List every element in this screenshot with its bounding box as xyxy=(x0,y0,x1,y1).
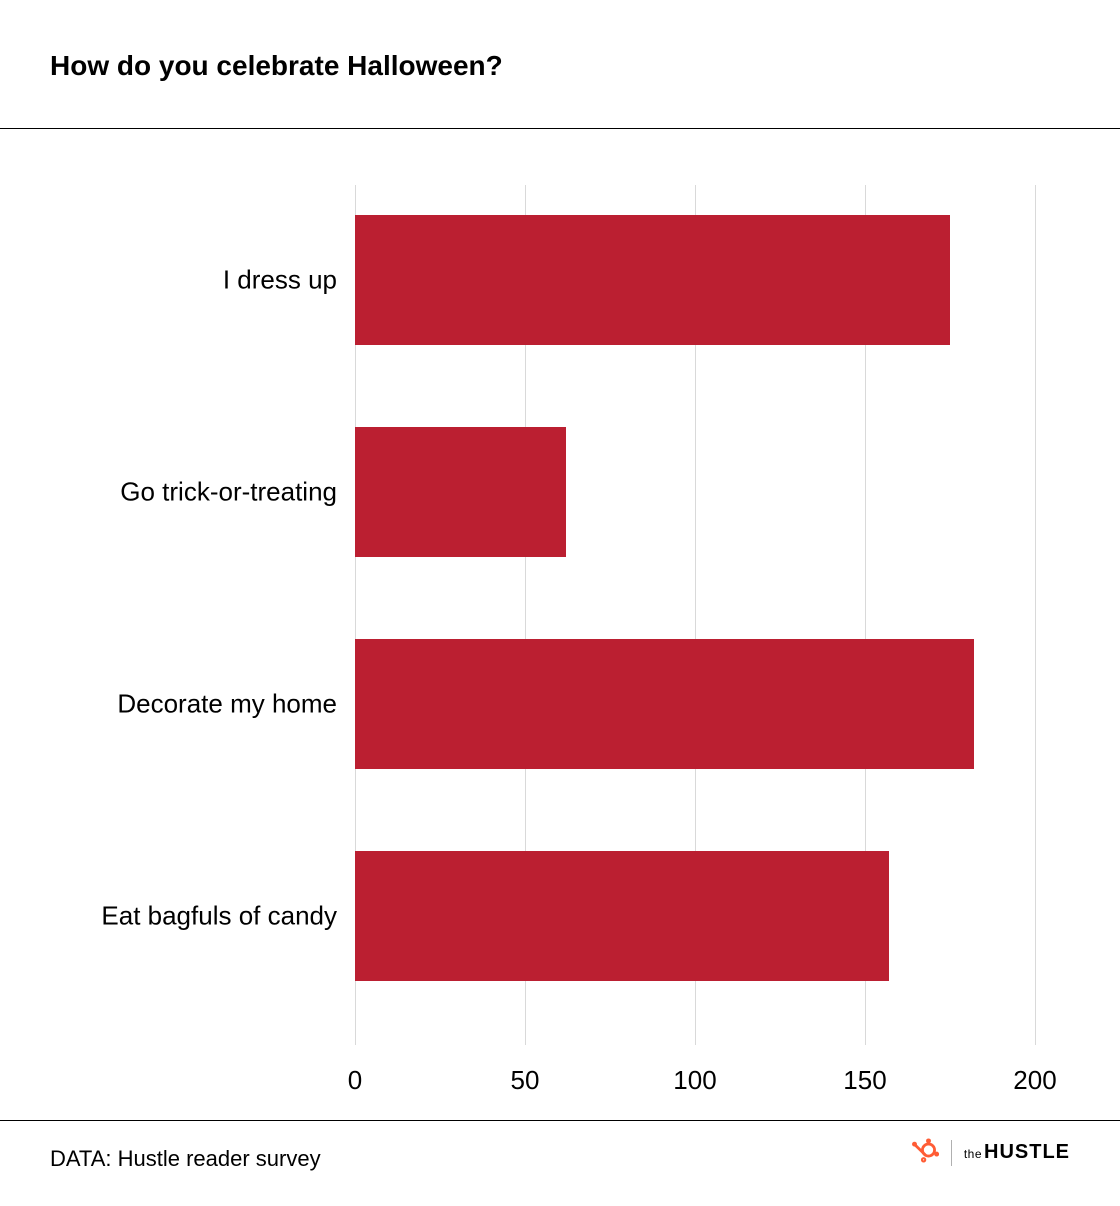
brand-text: theHUSTLE xyxy=(964,1141,1070,1164)
bar xyxy=(355,851,889,981)
hubspot-sprocket-icon xyxy=(911,1136,939,1169)
y-category-label: I dress up xyxy=(223,265,355,296)
bar xyxy=(355,215,950,345)
x-tick-label: 100 xyxy=(673,1045,716,1096)
x-tick-label: 150 xyxy=(843,1045,886,1096)
bar xyxy=(355,427,566,557)
brand-name: HUSTLE xyxy=(984,1141,1070,1163)
bar xyxy=(355,639,974,769)
divider-bottom xyxy=(0,1120,1120,1121)
x-tick-label: 200 xyxy=(1013,1045,1056,1096)
y-category-label: Go trick-or-treating xyxy=(120,477,355,508)
y-category-label: Eat bagfuls of candy xyxy=(101,901,355,932)
x-tick-label: 0 xyxy=(348,1045,362,1096)
gridline xyxy=(1035,185,1036,1045)
plot-area: 050100150200I dress upGo trick-or-treati… xyxy=(355,185,1035,1045)
x-tick-label: 50 xyxy=(511,1045,540,1096)
chart-title: How do you celebrate Halloween? xyxy=(50,50,503,82)
chart-container: How do you celebrate Halloween? 05010015… xyxy=(0,0,1120,1206)
brand-prefix: the xyxy=(964,1147,982,1161)
brand-block: theHUSTLE xyxy=(911,1136,1070,1169)
y-category-label: Decorate my home xyxy=(117,689,355,720)
brand-divider xyxy=(951,1140,952,1166)
data-source: DATA: Hustle reader survey xyxy=(50,1146,321,1172)
divider-top xyxy=(0,128,1120,129)
